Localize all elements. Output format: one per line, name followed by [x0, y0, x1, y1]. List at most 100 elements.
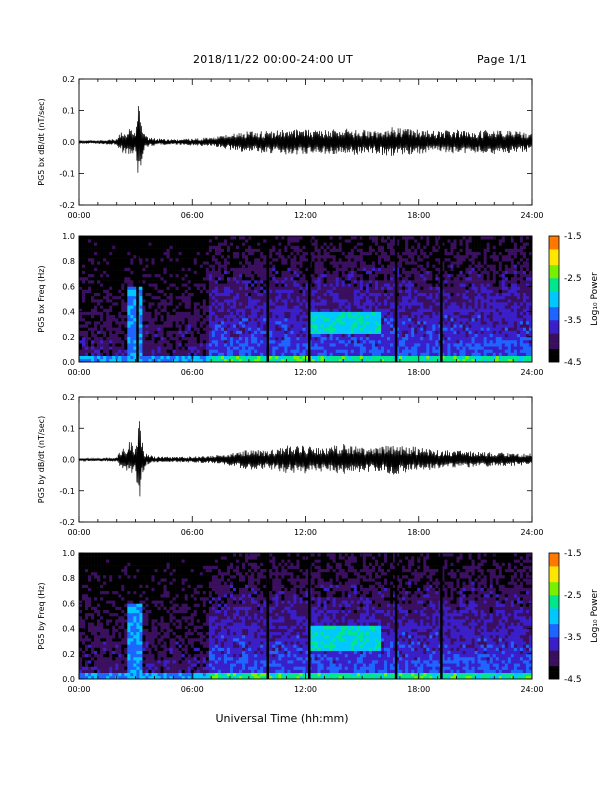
heatmap-cell — [145, 339, 149, 344]
heatmap-cell — [341, 299, 346, 303]
heatmap-cell — [94, 236, 98, 240]
heatmap-cell — [157, 336, 161, 341]
heatmap-cell — [365, 258, 370, 262]
heatmap-cell — [368, 352, 373, 356]
heatmap-cell — [169, 292, 173, 297]
heatmap-cell — [239, 245, 243, 249]
heatmap-cell — [387, 251, 391, 256]
heatmap-cell — [169, 327, 173, 331]
heatmap-cell — [178, 276, 182, 281]
heatmap-cell — [205, 236, 210, 240]
heatmap-cell — [242, 273, 246, 278]
heatmap-cell — [269, 270, 273, 275]
heatmap-cell — [245, 352, 249, 356]
heatmap-cell — [145, 286, 149, 290]
heatmap-cell — [347, 273, 352, 278]
heatmap-cell — [242, 283, 246, 287]
heatmap-cell — [284, 336, 288, 341]
heatmap-cell — [248, 308, 252, 312]
heatmap-cell — [350, 343, 355, 347]
heatmap-cell — [196, 346, 201, 350]
heatmap-cell — [121, 286, 125, 290]
heatmap-cell — [350, 273, 355, 278]
heatmap-cell — [326, 295, 330, 300]
heatmap-cell — [320, 245, 324, 249]
heatmap-cell — [326, 330, 330, 334]
heatmap-cell — [311, 280, 315, 284]
heatmap-cell — [254, 254, 258, 259]
heatmap-cell — [293, 236, 297, 240]
heatmap-cell — [429, 254, 433, 259]
heatmap-cell — [317, 349, 321, 353]
heatmap-cell — [269, 236, 273, 240]
heatmap-cell — [127, 270, 131, 275]
heatmap-cell — [193, 236, 198, 240]
heatmap-cell — [127, 286, 131, 290]
heatmap-cell — [160, 346, 164, 350]
heatmap-cell — [441, 317, 445, 322]
heatmap-cell — [118, 330, 122, 334]
heatmap-cell — [85, 251, 89, 256]
heatmap-cell — [148, 336, 152, 341]
heatmap-cell — [365, 324, 370, 328]
heatmap-cell — [154, 276, 158, 281]
heatmap-cell — [365, 273, 370, 278]
heatmap-cell — [302, 245, 306, 249]
heatmap-cell — [208, 302, 213, 306]
heatmap-cell — [181, 321, 185, 325]
heatmap-cell — [214, 283, 219, 287]
heatmap-cell — [426, 273, 430, 278]
heatmap-cell — [239, 236, 243, 240]
heatmap-cell — [187, 245, 192, 249]
heatmap-cell — [371, 343, 376, 347]
heatmap-cell — [109, 248, 113, 253]
heatmap-cell — [193, 343, 198, 347]
heatmap-cell — [272, 239, 276, 243]
heatmap-cell — [178, 327, 182, 331]
heatmap-cell — [381, 283, 385, 287]
heatmap-cell — [287, 352, 291, 356]
heatmap-cell — [420, 321, 424, 325]
heatmap-cell — [293, 346, 297, 350]
heatmap-cell — [142, 267, 146, 271]
heatmap-cell — [417, 248, 421, 253]
heatmap-cell — [163, 254, 167, 259]
heatmap-cell — [97, 289, 101, 293]
heatmap-cell — [368, 295, 373, 300]
heatmap-cell — [79, 333, 83, 338]
heatmap-cell — [314, 248, 318, 253]
heatmap-cell — [341, 327, 346, 331]
heatmap-cell — [350, 276, 355, 281]
heatmap-cell — [169, 283, 173, 287]
heatmap-cell — [139, 308, 143, 312]
heatmap-cell — [157, 254, 161, 259]
heatmap-cell — [220, 317, 225, 322]
heatmap-cell — [296, 352, 300, 356]
heatmap-cell — [100, 314, 104, 319]
heatmap-cell — [326, 245, 330, 249]
heatmap-cell — [414, 236, 418, 240]
heatmap-cell — [214, 236, 219, 240]
heatmap-cell — [374, 358, 379, 363]
heatmap-cell — [175, 280, 179, 284]
heatmap-cell — [390, 267, 394, 271]
heatmap-cell — [169, 254, 173, 259]
heatmap-cell — [341, 330, 346, 334]
heatmap-cell — [426, 330, 430, 334]
heatmap-cell — [296, 295, 300, 300]
heatmap-cell — [97, 311, 101, 316]
heatmap-cell — [169, 314, 173, 319]
heatmap-cell — [82, 289, 86, 293]
heatmap-cell — [399, 321, 403, 325]
heatmap-cell — [193, 295, 198, 300]
heatmap-cell — [109, 273, 113, 278]
heatmap-cell — [278, 264, 282, 268]
heatmap-cell — [151, 236, 155, 240]
heatmap-cell — [169, 317, 173, 322]
heatmap-cell — [230, 251, 234, 256]
heatmap-cell — [359, 308, 364, 312]
heatmap-cell — [151, 336, 155, 341]
heatmap-cell — [417, 245, 421, 249]
heatmap-cell — [408, 336, 412, 341]
heatmap-cell — [381, 355, 385, 360]
